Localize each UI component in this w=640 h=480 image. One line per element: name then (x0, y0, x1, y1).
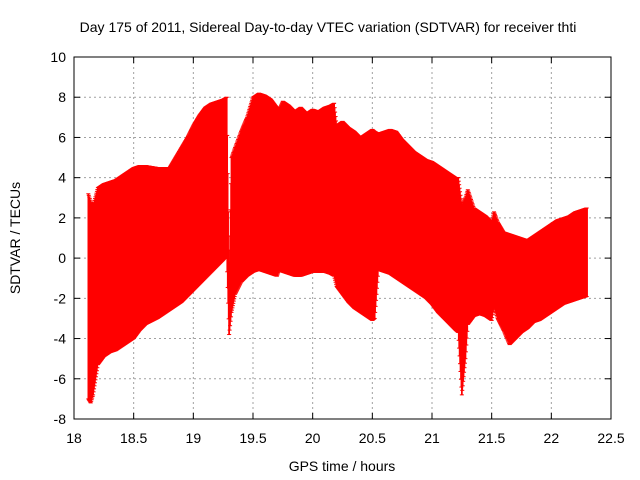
x-tick-label: 22.5 (597, 430, 624, 446)
y-tick-label: 6 (58, 129, 66, 145)
x-axis-label: GPS time / hours (289, 458, 396, 474)
x-tick-label: 18 (66, 430, 82, 446)
x-tick-label: 21.5 (478, 430, 505, 446)
y-tick-label: 10 (50, 49, 66, 65)
y-tick-label: 8 (58, 89, 66, 105)
x-tick-label: 20 (305, 430, 321, 446)
y-tick-label: 0 (58, 250, 66, 266)
x-tick-label: 21 (424, 430, 440, 446)
x-tick-label: 19.5 (239, 430, 266, 446)
y-tick-label: -6 (54, 371, 67, 387)
plot-frame (73, 56, 612, 420)
x-tick-label: 22 (544, 430, 560, 446)
y-tick-label: -2 (54, 290, 67, 306)
chart-title: Day 175 of 2011, Sidereal Day-to-day VTE… (80, 19, 577, 35)
y-tick-label: -4 (54, 331, 67, 347)
ticks: 18 18.5 19 19.5 20 20.5 21 21.5 22 22.5 -8 -6 -4 -2 0 2… (50, 49, 624, 446)
y-tick-label: 4 (58, 170, 66, 186)
y-tick-label: 2 (58, 210, 66, 226)
y-tick-label: -8 (54, 411, 67, 427)
data-series (86, 92, 589, 404)
y-axis-label: SDTVAR / TECUs (7, 182, 23, 294)
x-tick-label: 18.5 (120, 430, 147, 446)
x-tick-label: 19 (186, 430, 202, 446)
x-tick-label: 20.5 (359, 430, 386, 446)
